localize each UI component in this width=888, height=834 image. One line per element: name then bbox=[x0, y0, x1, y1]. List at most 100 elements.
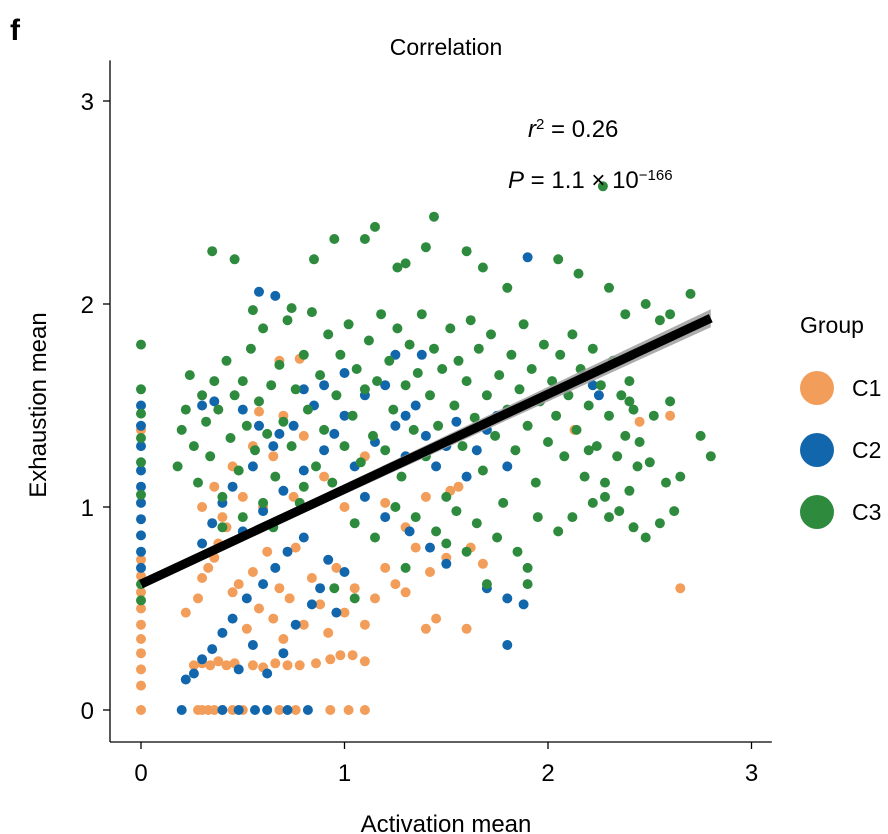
point-c3 bbox=[390, 502, 401, 512]
point-c2 bbox=[197, 538, 208, 549]
point-c3 bbox=[449, 400, 460, 411]
point-c3 bbox=[327, 477, 338, 488]
point-c2 bbox=[339, 567, 350, 577]
point-c2 bbox=[136, 465, 146, 476]
point-c1 bbox=[136, 587, 146, 598]
point-c3 bbox=[628, 522, 639, 533]
point-c1 bbox=[331, 562, 342, 573]
point-c1 bbox=[400, 587, 411, 598]
point-c2 bbox=[136, 514, 146, 525]
point-c2 bbox=[207, 644, 218, 655]
point-c3 bbox=[136, 457, 146, 468]
point-c3 bbox=[705, 451, 716, 462]
point-c2 bbox=[197, 654, 208, 665]
point-c1 bbox=[268, 613, 279, 624]
point-c3 bbox=[229, 390, 240, 401]
point-c3 bbox=[441, 491, 452, 502]
point-c1 bbox=[477, 558, 488, 569]
point-c3 bbox=[559, 451, 570, 462]
point-c1 bbox=[390, 579, 401, 590]
point-c3 bbox=[136, 595, 146, 606]
point-c2 bbox=[315, 583, 326, 594]
point-c3 bbox=[315, 370, 326, 381]
point-c3 bbox=[604, 282, 614, 293]
point-c3 bbox=[547, 376, 558, 387]
point-c1 bbox=[461, 623, 472, 634]
point-c3 bbox=[481, 579, 492, 590]
point-c3 bbox=[298, 349, 309, 360]
point-c1 bbox=[298, 619, 309, 630]
point-c1 bbox=[325, 654, 336, 665]
point-c3 bbox=[624, 376, 635, 387]
point-c2 bbox=[339, 410, 350, 421]
point-c1 bbox=[221, 660, 232, 671]
point-c3 bbox=[640, 299, 651, 309]
point-c1 bbox=[675, 583, 686, 594]
point-c3 bbox=[258, 323, 269, 334]
point-c2 bbox=[254, 286, 264, 297]
point-c3 bbox=[412, 368, 423, 378]
point-c2 bbox=[359, 491, 370, 502]
point-c3 bbox=[543, 437, 553, 447]
point-c3 bbox=[213, 404, 224, 415]
point-c3 bbox=[445, 323, 456, 334]
point-c3 bbox=[188, 441, 199, 452]
point-c3 bbox=[553, 526, 564, 537]
y-tick-label: 3 bbox=[81, 89, 94, 116]
point-c3 bbox=[207, 246, 218, 257]
point-c3 bbox=[620, 309, 631, 320]
point-c2 bbox=[288, 420, 299, 431]
point-c3 bbox=[180, 404, 191, 415]
point-c3 bbox=[372, 376, 383, 387]
point-c1 bbox=[284, 593, 295, 604]
point-c2 bbox=[262, 705, 273, 715]
point-c1 bbox=[274, 583, 285, 594]
point-c2 bbox=[270, 562, 281, 573]
point-c3 bbox=[266, 380, 277, 391]
point-c3 bbox=[600, 477, 610, 488]
point-c3 bbox=[465, 315, 476, 326]
point-c2 bbox=[207, 518, 218, 529]
point-c3 bbox=[370, 532, 380, 543]
point-c1 bbox=[347, 650, 358, 661]
point-c3 bbox=[573, 268, 584, 279]
point-c3 bbox=[502, 282, 513, 293]
point-c3 bbox=[614, 506, 625, 517]
point-c3 bbox=[258, 497, 269, 508]
point-c3 bbox=[319, 424, 330, 435]
point-c1 bbox=[453, 481, 464, 492]
point-c3 bbox=[176, 424, 187, 435]
x-tick-label: 2 bbox=[541, 760, 554, 787]
point-c2 bbox=[233, 705, 244, 715]
point-c3 bbox=[400, 562, 411, 573]
point-c1 bbox=[380, 562, 391, 573]
point-c3 bbox=[205, 451, 216, 462]
point-c2 bbox=[136, 400, 146, 411]
point-c1 bbox=[634, 416, 645, 427]
point-c1 bbox=[180, 607, 191, 618]
point-c3 bbox=[241, 420, 252, 431]
point-c3 bbox=[461, 546, 472, 557]
x-tick-label: 3 bbox=[745, 760, 758, 787]
point-c3 bbox=[298, 481, 309, 492]
panel-label: f bbox=[10, 14, 20, 47]
point-c2 bbox=[241, 593, 252, 604]
point-c3 bbox=[217, 491, 228, 502]
point-c3 bbox=[492, 532, 503, 543]
point-c2 bbox=[593, 390, 604, 401]
point-c3 bbox=[469, 412, 480, 423]
y-axis-label: Exhaustion mean bbox=[25, 312, 52, 497]
point-c3 bbox=[522, 420, 533, 431]
point-c3 bbox=[604, 410, 614, 421]
point-c1 bbox=[197, 502, 208, 512]
point-c3 bbox=[329, 234, 340, 244]
point-c3 bbox=[477, 465, 488, 476]
point-c3 bbox=[616, 390, 627, 401]
point-c1 bbox=[268, 451, 279, 462]
point-c3 bbox=[429, 343, 439, 354]
point-c3 bbox=[201, 416, 212, 427]
point-c3 bbox=[237, 512, 248, 523]
point-c2 bbox=[282, 546, 293, 557]
point-c2 bbox=[282, 705, 293, 715]
